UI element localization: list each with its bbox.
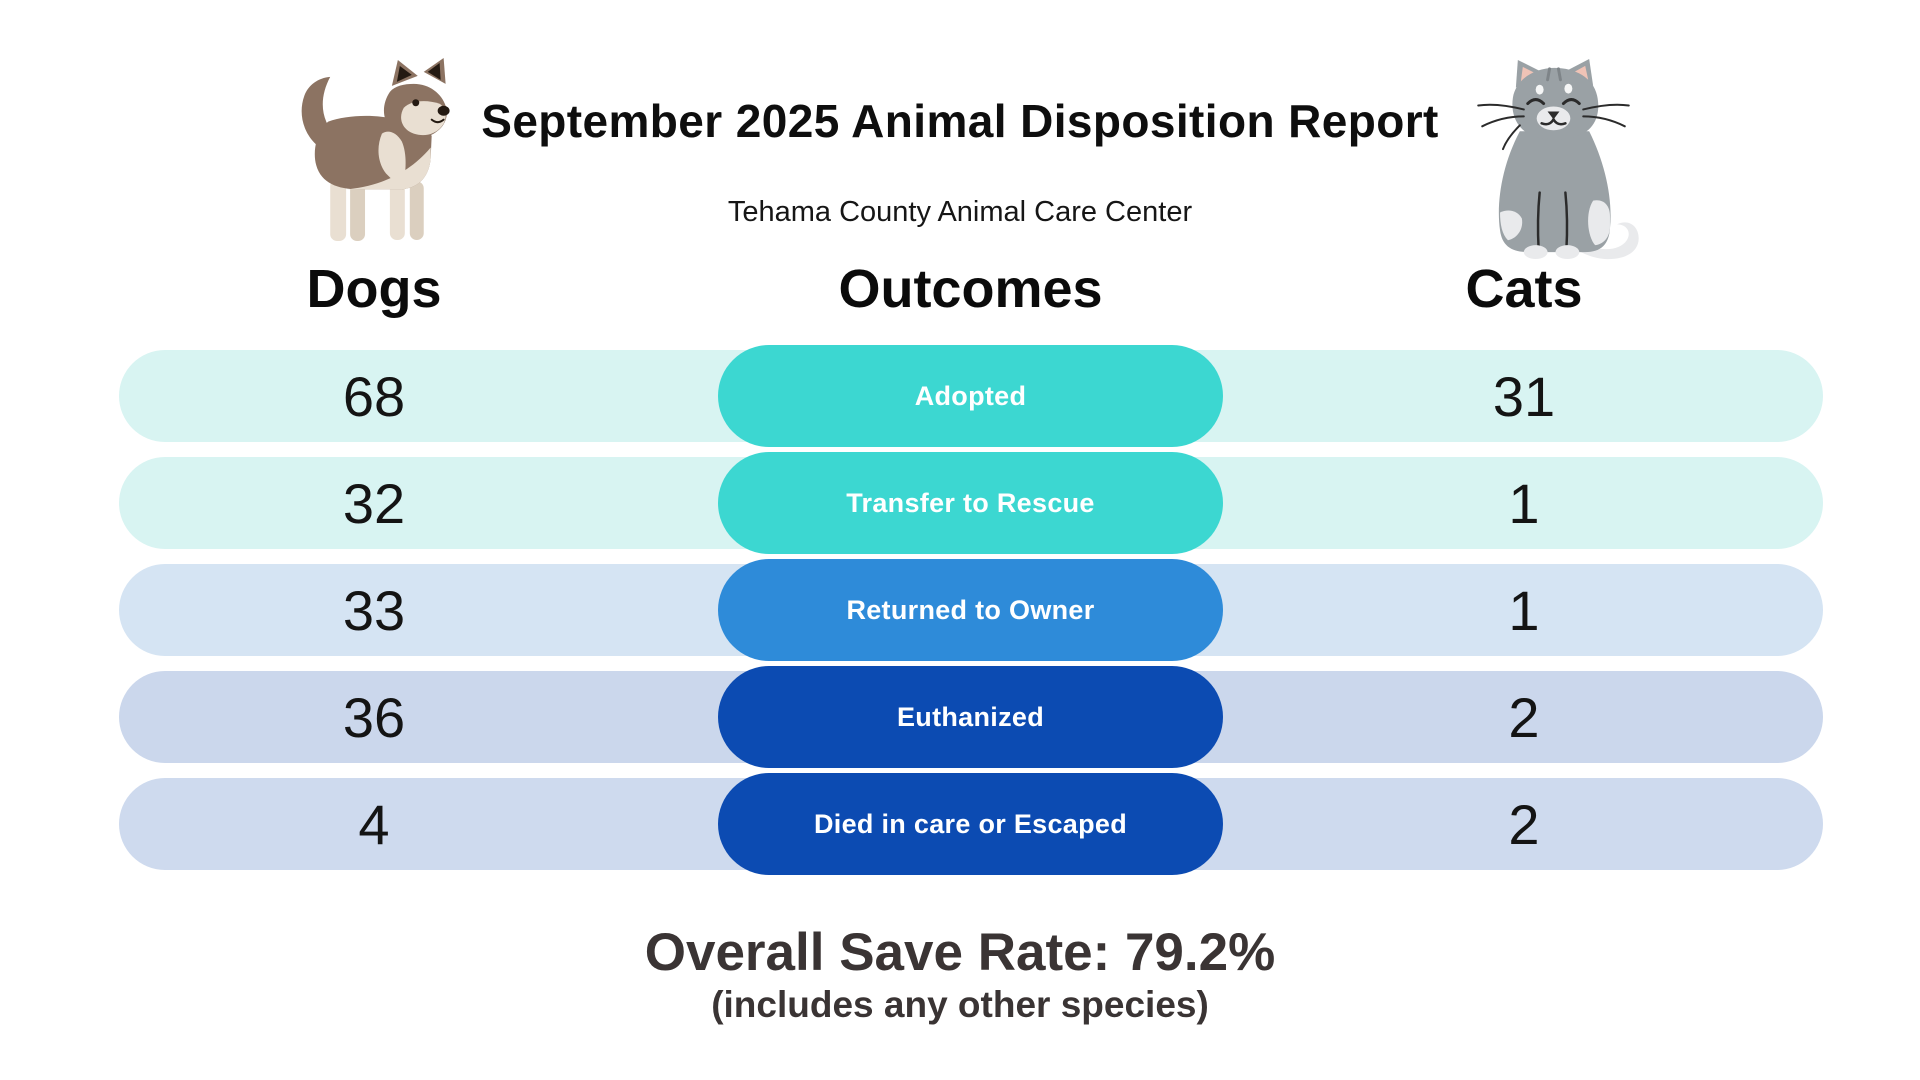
cats-count: 1 [1508, 578, 1540, 642]
outcome-label: Euthanized [896, 701, 1044, 732]
cats-count: 31 [1492, 364, 1556, 428]
outcome-label: Adopted [914, 380, 1027, 411]
outcome-label: Died in care or Escaped [813, 808, 1128, 839]
cat-illustration-icon [1477, 58, 1639, 260]
page-title: September 2025 Animal Disposition Report [481, 95, 1439, 147]
table-row-returned: 33 Returned to Owner 1 [119, 559, 1823, 661]
outcome-pill: Transfer to Rescue [718, 452, 1223, 554]
cats-count: 1 [1508, 471, 1540, 535]
outcome-pill: Adopted [718, 345, 1223, 447]
column-header-outcomes: Outcomes [838, 259, 1103, 319]
outcome-pill: Euthanized [718, 666, 1223, 768]
outcome-pill: Returned to Owner [718, 559, 1223, 661]
cats-count: 2 [1508, 685, 1540, 749]
table-row-euthanized: 36 Euthanized 2 [119, 666, 1823, 768]
table-row-died-escaped: 4 Died in care or Escaped 2 [119, 773, 1823, 875]
cats-count: 2 [1508, 792, 1540, 856]
column-header-cats: Cats [1465, 259, 1583, 319]
table-row-adopted: 68 Adopted 31 [119, 345, 1823, 447]
dogs-count: 36 [342, 685, 406, 749]
column-header-dogs: Dogs [306, 259, 442, 319]
dogs-count: 33 [342, 578, 406, 642]
save-rate-note: (includes any other species) [711, 984, 1209, 1025]
dogs-count: 68 [342, 364, 406, 428]
column-headers: Dogs Outcomes Cats [119, 256, 1823, 322]
dog-illustration-icon [301, 57, 450, 242]
outcome-pill: Died in care or Escaped [718, 773, 1223, 875]
dogs-count: 4 [358, 792, 390, 856]
dogs-count: 32 [342, 471, 406, 535]
outcomes-table: 68 Adopted 31 32 Transfer to Rescue 1 33… [119, 345, 1823, 885]
table-row-transfer: 32 Transfer to Rescue 1 [119, 452, 1823, 554]
outcome-label: Transfer to Rescue [846, 487, 1095, 518]
page-subtitle: Tehama County Animal Care Center [727, 196, 1193, 228]
outcome-label: Returned to Owner [846, 594, 1095, 625]
overall-save-rate: Overall Save Rate: 79.2% [644, 923, 1276, 982]
